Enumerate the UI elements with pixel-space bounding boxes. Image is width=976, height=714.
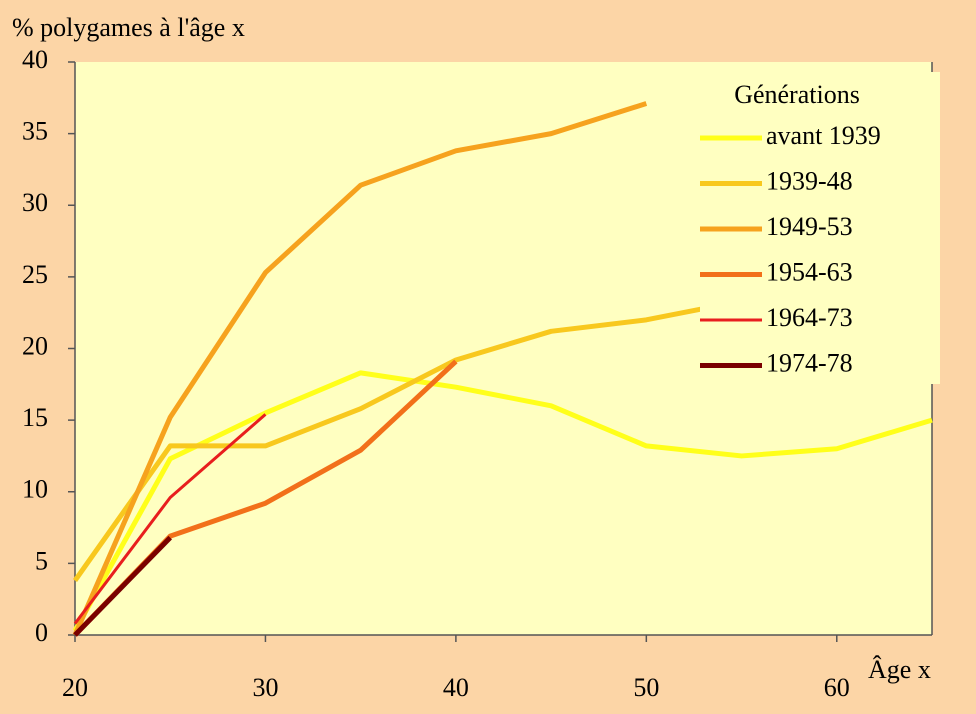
- y-axis-title: % polygames à l'âge x: [12, 13, 245, 42]
- legend-label: avant 1939: [766, 121, 881, 150]
- y-tick-label: 30: [22, 188, 48, 217]
- legend-title: Générations: [734, 80, 860, 109]
- x-axis-title: Âge x: [868, 655, 931, 684]
- plot: 0 5 10 15 20 25 30 35 40 20 30 40 50 60: [22, 45, 933, 702]
- y-tick-label: 25: [22, 260, 48, 289]
- x-tick-label: 50: [633, 673, 659, 702]
- legend-label: 1949-53: [766, 212, 853, 241]
- x-tick-label: 30: [252, 673, 278, 702]
- y-tick-label: 0: [35, 618, 48, 647]
- series-line: [73, 413, 267, 625]
- x-tick-label: 40: [443, 673, 469, 702]
- series-line: [72, 101, 648, 637]
- legend-label: 1939-48: [766, 166, 853, 195]
- legend-label: 1964-73: [766, 303, 853, 332]
- legend-label: 1974-78: [766, 348, 853, 377]
- series-line: [73, 535, 173, 637]
- y-tick-label: 20: [22, 331, 48, 360]
- series-line: [72, 370, 933, 632]
- series-line: [72, 298, 743, 583]
- x-tick-label: 20: [62, 673, 88, 702]
- legend: Générations avant 1939 1939-48 1949-53 1954…: [700, 72, 940, 384]
- legend-label: 1954-63: [766, 257, 853, 286]
- y-tick-label: 15: [22, 403, 48, 432]
- x-tick-label: 60: [824, 673, 850, 702]
- y-tick-label: 35: [22, 117, 48, 146]
- y-tick-label: 40: [22, 45, 48, 74]
- y-tick-label: 10: [22, 475, 48, 504]
- y-tick-label: 5: [35, 546, 48, 575]
